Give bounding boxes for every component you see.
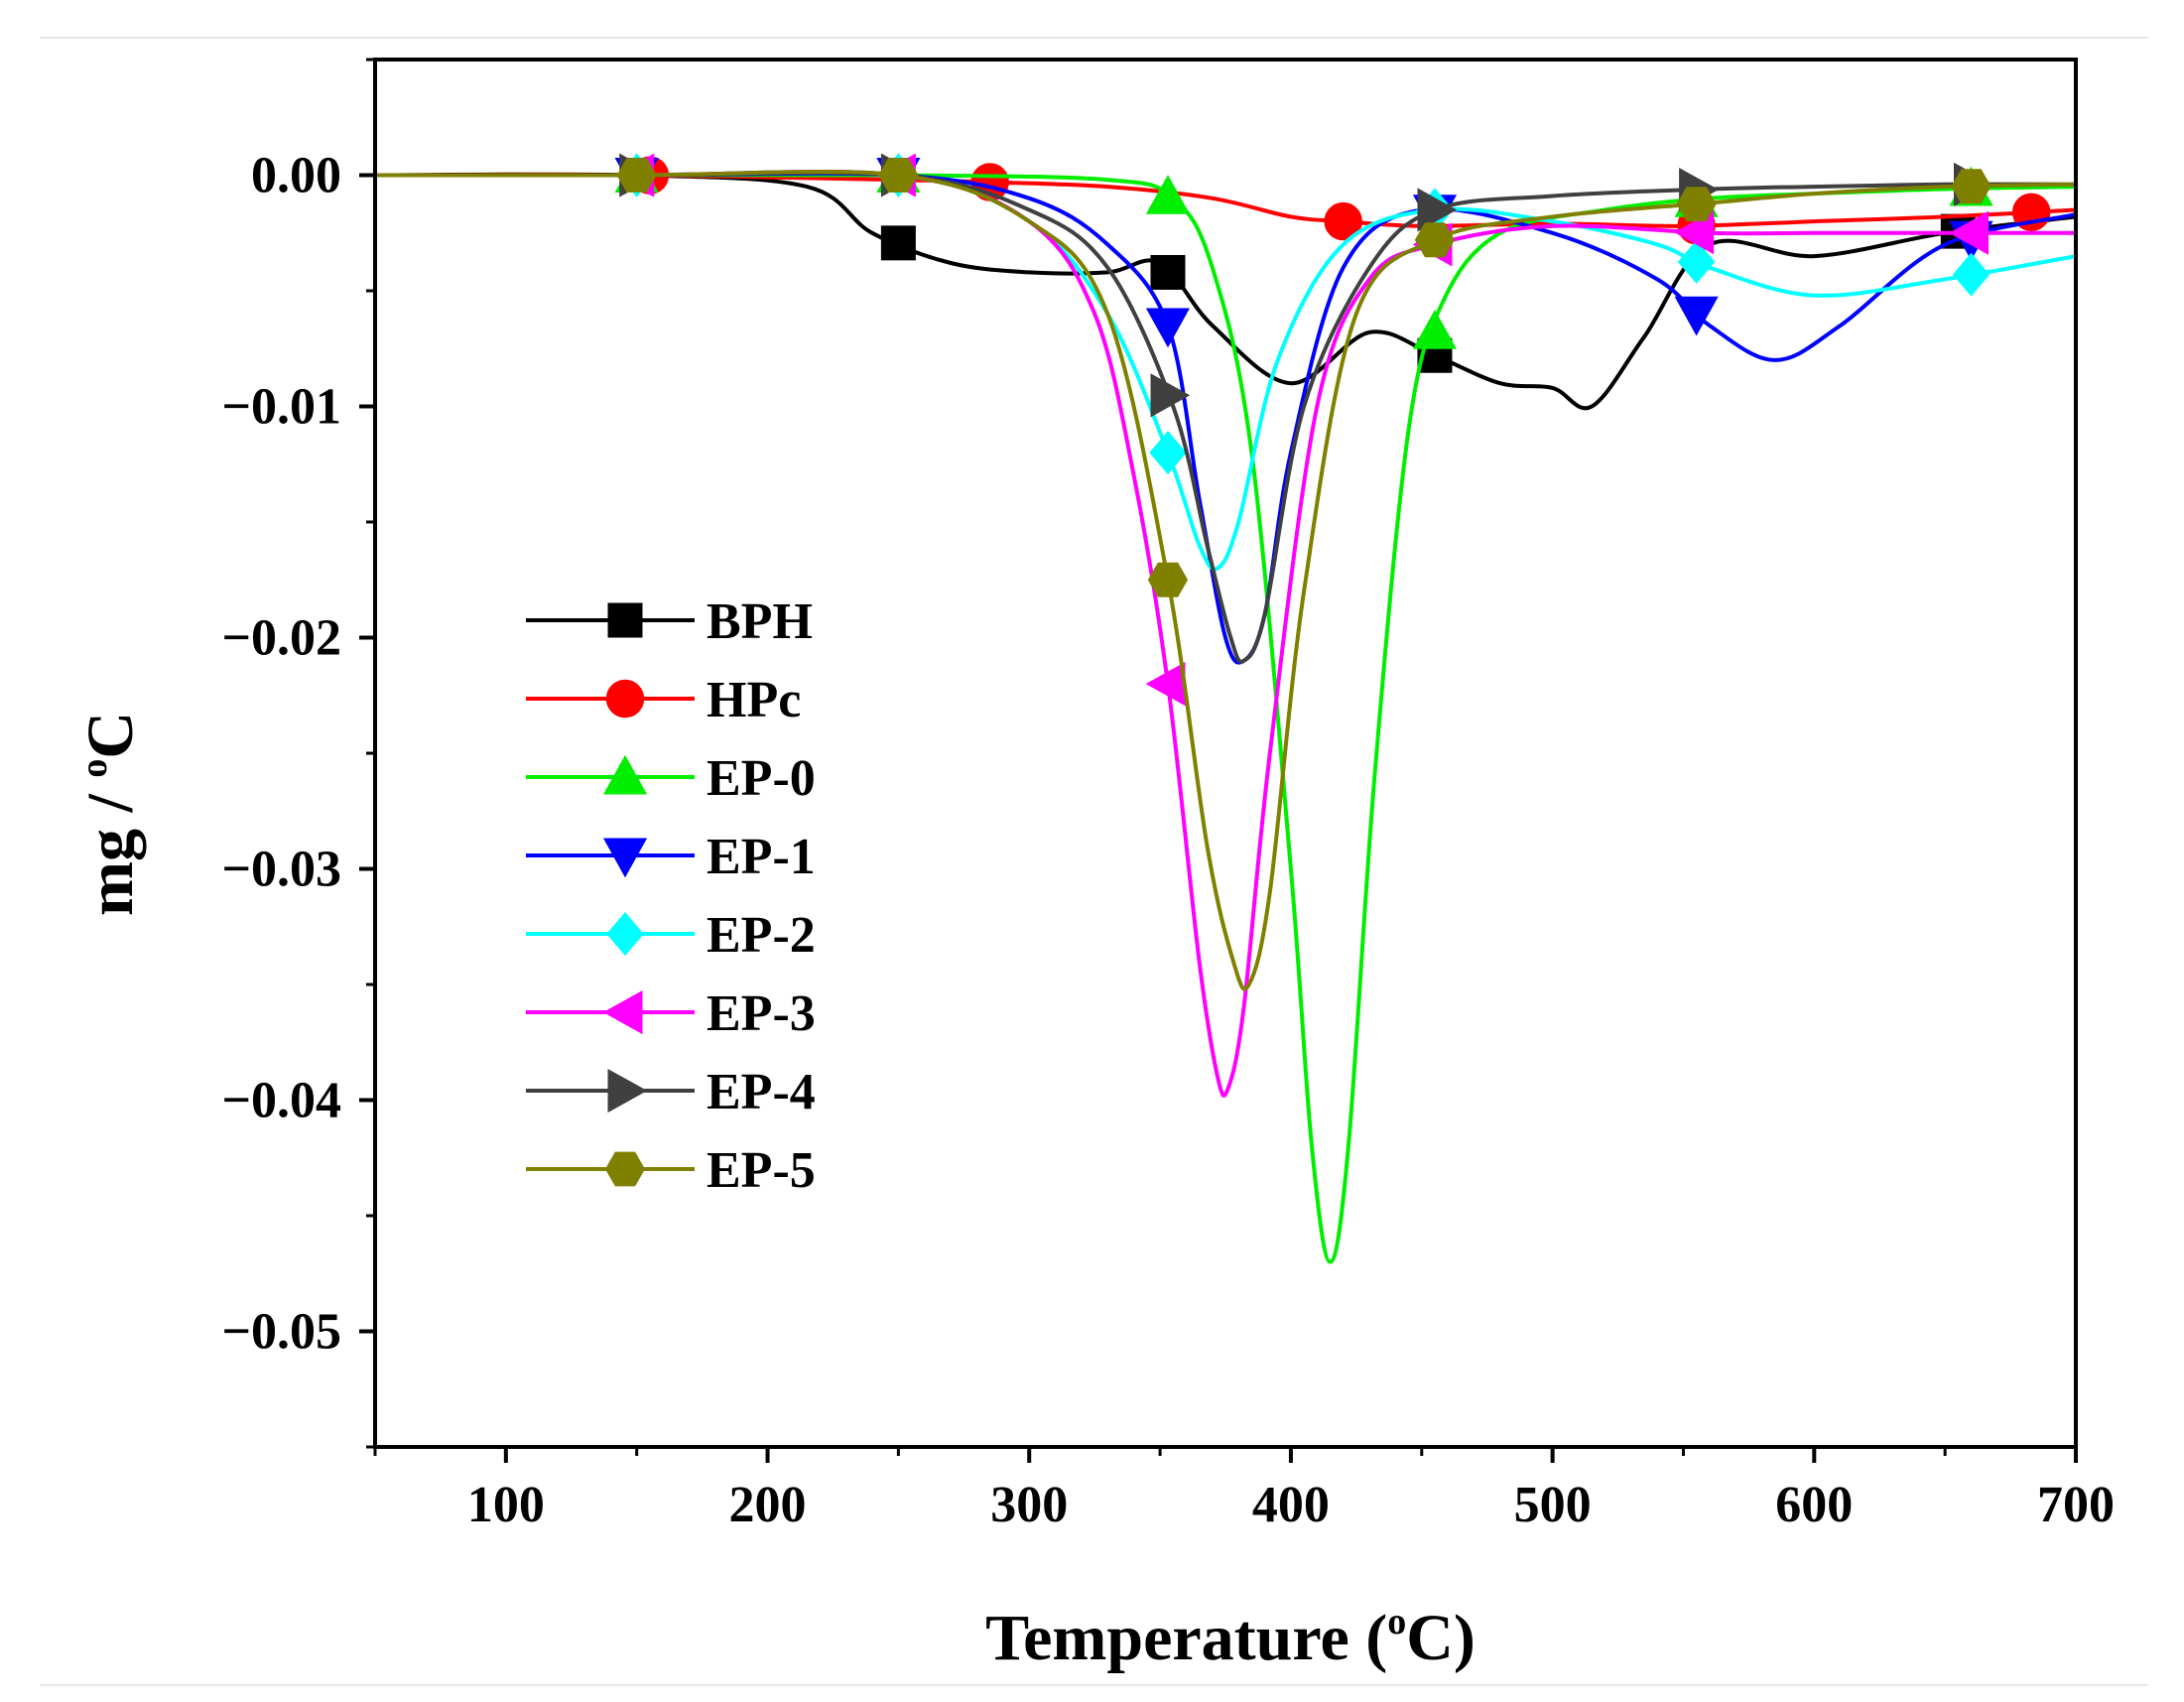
series-line-ep-1 <box>373 171 2078 665</box>
y-tick-label: −0.02 <box>221 610 341 667</box>
legend-item-ep-5: EP-5 <box>526 1142 816 1199</box>
legend-marker-hpc <box>605 679 645 719</box>
legend-label-ep-1: EP-1 <box>707 829 816 885</box>
x-tick-label-600: 600 <box>1775 1477 1853 1533</box>
legend-item-bph: BPH <box>526 593 813 650</box>
x-tick-label-400: 400 <box>1252 1477 1330 1533</box>
series-marker-ep-5-0 <box>616 158 657 193</box>
y-axis-title: mg / oC <box>73 712 147 916</box>
series-line-hpc <box>373 173 2078 228</box>
series-marker-ep-1-4 <box>1674 296 1719 336</box>
x-tick-label-200: 200 <box>729 1477 807 1533</box>
y-tick-label: −0.03 <box>221 842 341 898</box>
legend-item-ep-4: EP-4 <box>526 1064 816 1120</box>
series-marker-ep-3-5 <box>1949 210 1989 255</box>
y-tick-label: −0.05 <box>221 1304 341 1361</box>
legend: BPH HPc EP-0 EP-1 EP-2 EP-3 EP-4 EP-5 <box>526 593 816 1199</box>
series-marker-ep-2-5 <box>1952 252 1991 297</box>
legend-marker-ep-4 <box>607 1068 648 1113</box>
x-tick-label-500: 500 <box>1514 1477 1592 1533</box>
legend-marker-ep-3 <box>602 989 643 1035</box>
x-tick-label-700: 700 <box>2037 1477 2115 1533</box>
series-marker-ep-5-5 <box>1951 169 1991 204</box>
y-tick-label: 0.00 <box>251 148 341 204</box>
x-axis-title: Temperature (oC) <box>985 1601 1476 1674</box>
series-layer <box>373 153 2078 1264</box>
x-tick-label-300: 300 <box>990 1477 1068 1533</box>
y-axis-title-sup: o <box>73 759 115 778</box>
legend-item-ep-2: EP-2 <box>526 907 816 964</box>
series-marker-ep-0-2 <box>1145 175 1191 214</box>
plot-frame-layer <box>40 37 2148 1686</box>
series-marker-ep-2-4 <box>1677 239 1716 284</box>
plot-frame <box>373 58 2078 1449</box>
x-tick-label-100: 100 <box>467 1477 545 1533</box>
series-line-bph <box>373 172 2078 411</box>
series-line-ep-0 <box>373 173 2078 1264</box>
series-marker-ep-4-3 <box>1417 188 1458 232</box>
x-axis-title-unit: C <box>1406 1602 1454 1674</box>
axis-layer: 100 200 300 400 500 600 700 0.00 −0.01 −0.02 −0.03… <box>221 58 2115 1533</box>
series-marker-bph-1 <box>1150 254 1186 290</box>
series-marker-ep-5-4 <box>1676 187 1717 222</box>
series-marker-ep-0-3 <box>1412 309 1458 349</box>
legend-marker-ep-5 <box>604 1151 646 1187</box>
series-marker-ep-5-2 <box>1147 562 1189 597</box>
legend-label-ep-5: EP-5 <box>707 1142 816 1199</box>
series-marker-ep-1-2 <box>1145 308 1191 348</box>
x-axis-title-sup: o <box>1387 1601 1406 1642</box>
y-tick-label: −0.01 <box>221 379 341 436</box>
legend-label-ep-0: EP-0 <box>707 750 816 807</box>
legend-marker-ep-1 <box>602 838 648 878</box>
y-axis-title-text: mg / <box>74 778 147 916</box>
legend-marker-ep-2 <box>606 912 644 957</box>
legend-label-bph: BPH <box>707 593 813 650</box>
legend-label-hpc: HPc <box>707 672 801 728</box>
series-line-ep-4 <box>373 170 2078 664</box>
legend-label-ep-2: EP-2 <box>707 907 816 964</box>
series-marker-ep-3-4 <box>1674 210 1715 255</box>
series-marker-ep-4-2 <box>1150 373 1191 418</box>
legend-item-hpc: HPc <box>526 672 801 728</box>
legend-marker-ep-0 <box>602 754 648 795</box>
series-marker-ep-2-2 <box>1149 431 1187 475</box>
y-tick-label: −0.04 <box>221 1073 341 1129</box>
series-marker-bph-0 <box>880 225 916 261</box>
legend-label-ep-3: EP-3 <box>707 985 816 1042</box>
series-marker-hpc-2 <box>1324 201 1362 241</box>
legend-item-ep-3: EP-3 <box>526 985 816 1042</box>
legend-item-ep-0: EP-0 <box>526 750 816 807</box>
legend-marker-bph <box>607 602 643 638</box>
legend-label-ep-4: EP-4 <box>707 1064 816 1120</box>
series-marker-ep-5-3 <box>1414 222 1456 258</box>
x-axis-title-text: Temperature <box>985 1602 1349 1674</box>
y-axis-title-unit: C <box>74 712 147 759</box>
series-marker-ep-5-1 <box>878 158 919 193</box>
legend-item-ep-1: EP-1 <box>526 829 816 885</box>
